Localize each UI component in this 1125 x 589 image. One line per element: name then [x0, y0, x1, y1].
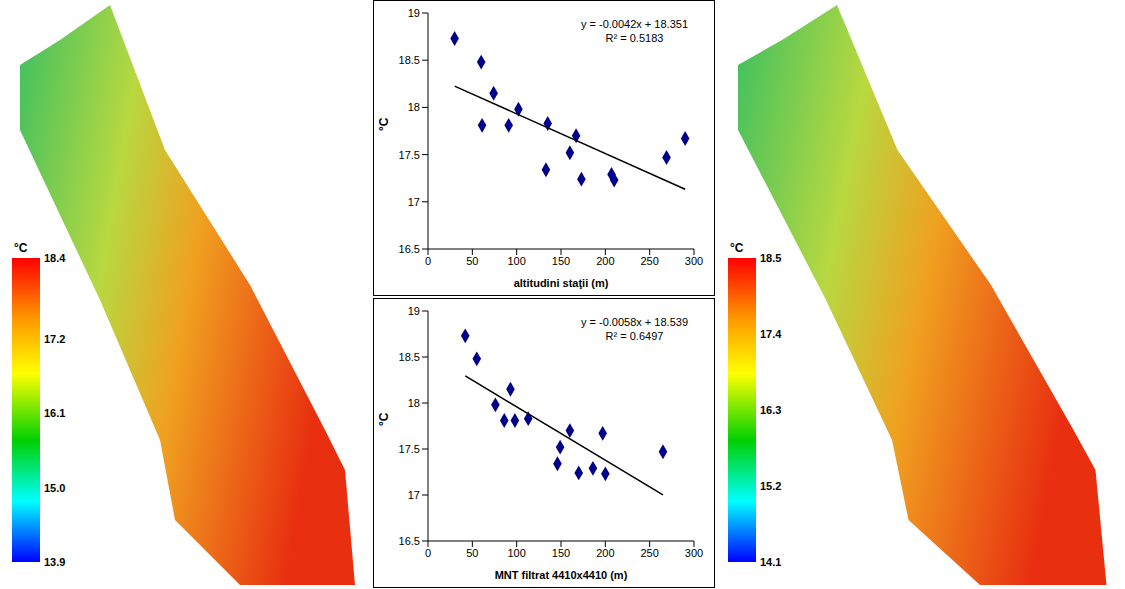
svg-text:17: 17 — [408, 489, 420, 501]
svg-text:13.9: 13.9 — [44, 556, 65, 568]
svg-text:17.4: 17.4 — [760, 328, 782, 340]
svg-text:19: 19 — [408, 7, 420, 19]
svg-text:300: 300 — [685, 255, 703, 267]
svg-text:15.0: 15.0 — [44, 482, 65, 494]
svg-text:100: 100 — [507, 255, 525, 267]
svg-text:altitudini staţii (m): altitudini staţii (m) — [514, 277, 609, 289]
svg-text:250: 250 — [640, 547, 658, 559]
svg-text:0: 0 — [425, 547, 431, 559]
html-text:y = -0.0042x + 18.351: y = -0.0042x + 18.351 — [581, 18, 688, 30]
svg-text:17.5: 17.5 — [399, 149, 420, 161]
svg-text:0: 0 — [425, 255, 431, 267]
svg-text:15.2: 15.2 — [760, 480, 781, 492]
html-text:R² = 0.6497: R² = 0.6497 — [605, 330, 664, 342]
svg-text:16.5: 16.5 — [399, 535, 420, 547]
html-text:y = -0.0058x + 18.539: y = -0.0058x + 18.539 — [581, 316, 688, 328]
svg-text:150: 150 — [552, 255, 570, 267]
svg-text:200: 200 — [596, 255, 614, 267]
html-text:R² = 0.5183: R² = 0.5183 — [605, 32, 664, 44]
svg-text:50: 50 — [466, 255, 478, 267]
svg-text:17: 17 — [408, 196, 420, 208]
svg-text:°C: °C — [730, 241, 744, 255]
svg-text:18: 18 — [408, 397, 420, 409]
svg-text:17.5: 17.5 — [399, 443, 420, 455]
svg-text:250: 250 — [640, 255, 658, 267]
svg-text:16.5: 16.5 — [399, 243, 420, 255]
svg-text:14.1: 14.1 — [760, 556, 781, 568]
svg-text:50: 50 — [466, 547, 478, 559]
svg-text:150: 150 — [552, 547, 570, 559]
svg-text:16.1: 16.1 — [44, 407, 65, 419]
svg-text:300: 300 — [685, 547, 703, 559]
svg-text:°C: °C — [14, 241, 28, 255]
svg-text:100: 100 — [507, 547, 525, 559]
svg-text:18: 18 — [408, 101, 420, 113]
svg-text:°C: °C — [377, 117, 391, 131]
svg-text:18.4: 18.4 — [44, 252, 66, 264]
svg-text:MNT filtrat 4410x4410 (m): MNT filtrat 4410x4410 (m) — [495, 569, 628, 581]
svg-text:18.5: 18.5 — [760, 252, 781, 264]
svg-text:19: 19 — [408, 305, 420, 317]
svg-text:°C: °C — [377, 412, 391, 426]
svg-text:18.5: 18.5 — [399, 351, 420, 363]
svg-text:16.3: 16.3 — [760, 404, 781, 416]
svg-text:17.2: 17.2 — [44, 333, 65, 345]
svg-text:200: 200 — [596, 547, 614, 559]
svg-text:18.5: 18.5 — [399, 54, 420, 66]
